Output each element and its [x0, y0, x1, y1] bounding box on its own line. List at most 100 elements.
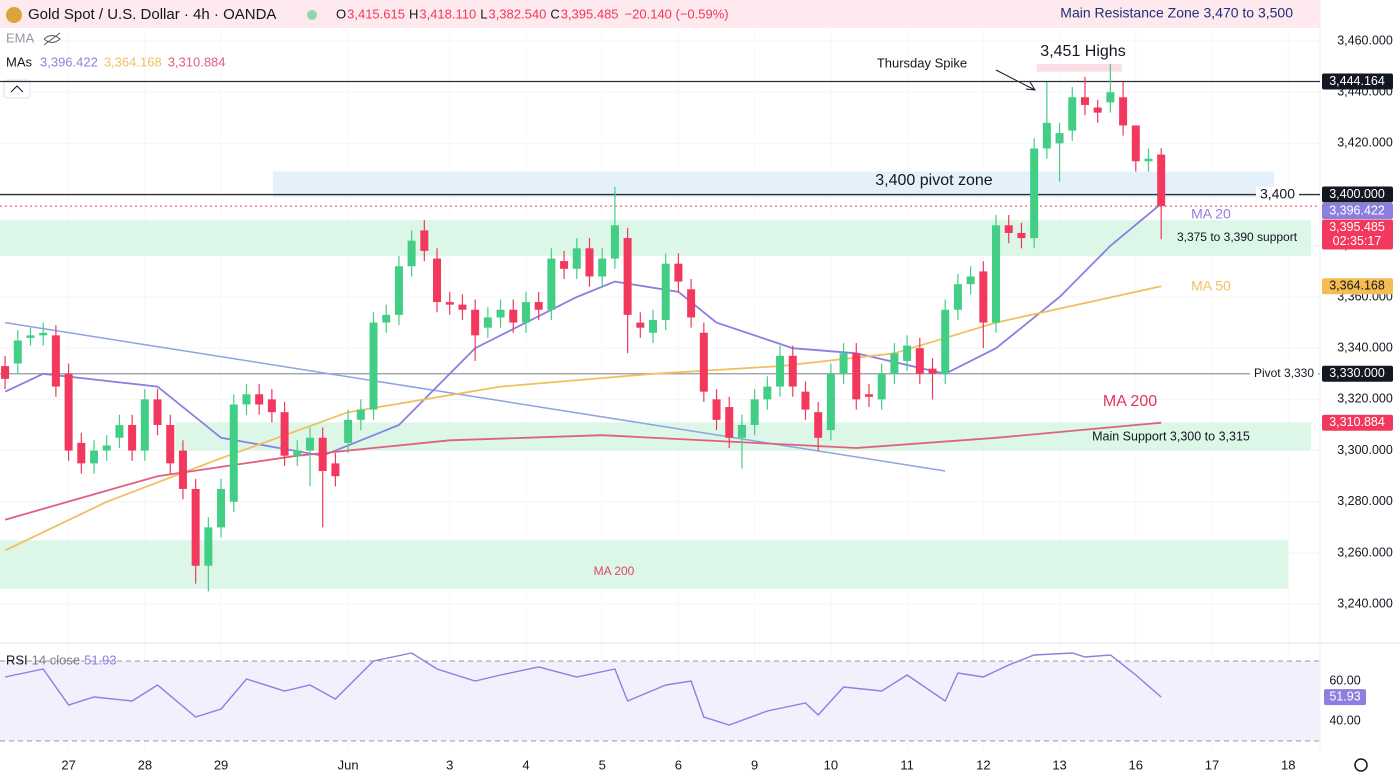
zone — [273, 171, 1275, 198]
x-tick-label: 28 — [138, 757, 152, 772]
status-dot — [307, 10, 317, 20]
price-tag — [1322, 278, 1393, 295]
x-tick-label: 12 — [976, 757, 990, 772]
candle-body — [280, 412, 289, 456]
candle-body — [445, 302, 454, 305]
candle-body — [992, 225, 1001, 323]
candle-body — [661, 263, 670, 320]
zone-label: 3,375 to 3,390 support — [1177, 230, 1298, 244]
candle-body — [64, 373, 73, 451]
candle-body — [1055, 133, 1064, 144]
candle-body — [763, 386, 772, 400]
candle-body — [737, 424, 746, 438]
candle-body — [369, 322, 378, 410]
eye-icon — [43, 32, 61, 46]
zone-label: Main Support 3,300 to 3,315 — [1092, 429, 1250, 443]
candle-body — [267, 399, 276, 413]
x-tick-label: 9 — [751, 757, 758, 772]
candle-body — [483, 317, 492, 328]
price-tag-label: 3,364.168 — [1329, 279, 1385, 293]
level-label-bg — [1249, 365, 1318, 382]
candle-body — [928, 368, 937, 374]
candle-body — [1131, 125, 1140, 162]
price-tag — [1322, 365, 1393, 382]
candle-body — [191, 488, 200, 566]
candle-body — [687, 289, 696, 318]
price-tag — [1322, 186, 1393, 203]
ma-legend-value: 3,396.422 — [40, 54, 98, 69]
ma-label: MA 200 — [1103, 393, 1157, 410]
candle-body — [140, 399, 149, 451]
settings-icon[interactable] — [1354, 758, 1368, 772]
ohlc-key: H — [409, 6, 418, 21]
zone-label: 3,400 pivot zone — [875, 172, 993, 189]
candle-body — [458, 304, 467, 310]
resistance-label: Main Resistance Zone 3,470 to 3,500 — [1060, 5, 1293, 21]
candle-body — [344, 419, 353, 443]
ohlc-value: 3,415.615 — [347, 6, 405, 21]
candle-body — [903, 345, 912, 361]
zone-label: MA 200 — [594, 564, 635, 578]
x-tick-label: 4 — [522, 757, 529, 772]
candle-body — [725, 407, 734, 438]
ohlc-value: 3,382.540 — [488, 6, 546, 21]
candle-body — [26, 335, 35, 338]
rsi-band — [0, 661, 1320, 741]
collapse-icon — [10, 85, 24, 93]
candle-body — [1004, 225, 1013, 233]
price-tag-label: 3,396.422 — [1329, 203, 1385, 217]
candle-body — [471, 309, 480, 336]
candle-body — [941, 309, 950, 374]
moving-average — [4, 421, 1162, 521]
ohlc-key: L — [480, 6, 487, 21]
price-tag — [1322, 203, 1393, 220]
price-tag — [1322, 414, 1393, 431]
ohlc-key: O — [336, 6, 346, 21]
candle-body — [51, 335, 60, 387]
ma-label: MA 50 — [1191, 278, 1231, 294]
candle-body — [610, 225, 619, 259]
y-tick-label: 3,300.000 — [1337, 443, 1393, 457]
trendline — [4, 321, 946, 472]
candle-body — [623, 238, 632, 315]
x-tick-label: Jun — [338, 757, 359, 772]
candle-body — [814, 412, 823, 438]
candle-body — [877, 373, 886, 400]
candle-body — [979, 271, 988, 323]
price-tag-label: 3,330.000 — [1329, 366, 1385, 380]
candle-body — [115, 424, 124, 438]
y-tick-label: 3,460.000 — [1337, 33, 1393, 47]
ma-legend-value: 3,364.168 — [104, 54, 162, 69]
zone-label: 3,451 Highs — [1040, 43, 1125, 60]
moving-average — [4, 285, 1162, 552]
candle-body — [674, 263, 683, 282]
candle-body — [153, 399, 162, 425]
candle-body — [1030, 148, 1039, 239]
x-tick-label: 17 — [1205, 757, 1219, 772]
candle-body — [534, 302, 543, 310]
labels-layer: O 3,415.615 H 3,418.110 L 3,382.540 C 3,395.485… — [6, 6, 1393, 772]
zone — [0, 540, 1289, 589]
candles-layer — [1, 64, 1166, 592]
ohlc-value: 3,395.485 — [561, 6, 619, 21]
candle-body — [750, 399, 759, 425]
candle-body — [305, 437, 314, 451]
candle-body — [255, 394, 264, 405]
x-tick-label: 27 — [61, 757, 75, 772]
x-tick-label: 5 — [599, 757, 606, 772]
annotation: Thursday Spike — [877, 55, 967, 70]
candle-body — [229, 404, 238, 502]
candle-body — [890, 353, 899, 374]
ema-label: EMA — [6, 30, 35, 45]
candle-body — [178, 450, 187, 489]
collapse-button[interactable] — [3, 79, 31, 99]
candle-body — [547, 258, 556, 310]
candle-body — [166, 424, 175, 464]
moving-average — [4, 203, 1162, 457]
candle-body — [712, 399, 721, 420]
price-tag-label: 3,444.164 — [1329, 74, 1385, 88]
candle-body — [1042, 122, 1051, 149]
level-label: Pivot 3,330 — [1254, 366, 1314, 380]
zone — [1036, 64, 1122, 72]
candle-body — [560, 261, 569, 269]
